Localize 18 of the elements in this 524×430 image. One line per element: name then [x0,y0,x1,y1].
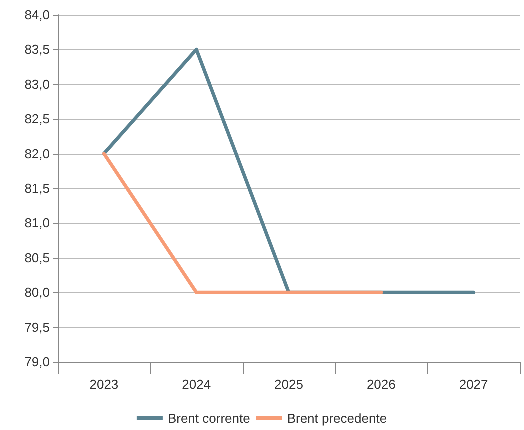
y-tick-label: 81,0 [24,216,50,231]
y-tick-label: 83,0 [24,76,50,92]
x-tick-label: 2023 [90,377,119,392]
x-tick-label: 2024 [182,377,212,392]
legend-label: Brent corrente [168,411,250,426]
y-tick-label: 82,5 [24,112,50,127]
legend-label: Brent precedente [287,411,388,426]
y-tick-label: 83,5 [24,42,50,58]
y-tick-label: 79,5 [24,320,50,335]
y-tick-label: 79,0 [24,354,50,370]
x-tick-label: 2027 [459,377,488,392]
y-tick-label: 80,0 [24,285,50,300]
x-tick-label: 2025 [274,377,304,392]
y-tick-label: 84,0 [24,8,50,22]
y-tick-label: 80,5 [24,250,50,266]
x-tick-label: 2026 [366,377,396,392]
y-tick-label: 82,0 [24,146,50,162]
y-tick-label: 81,5 [24,181,50,196]
